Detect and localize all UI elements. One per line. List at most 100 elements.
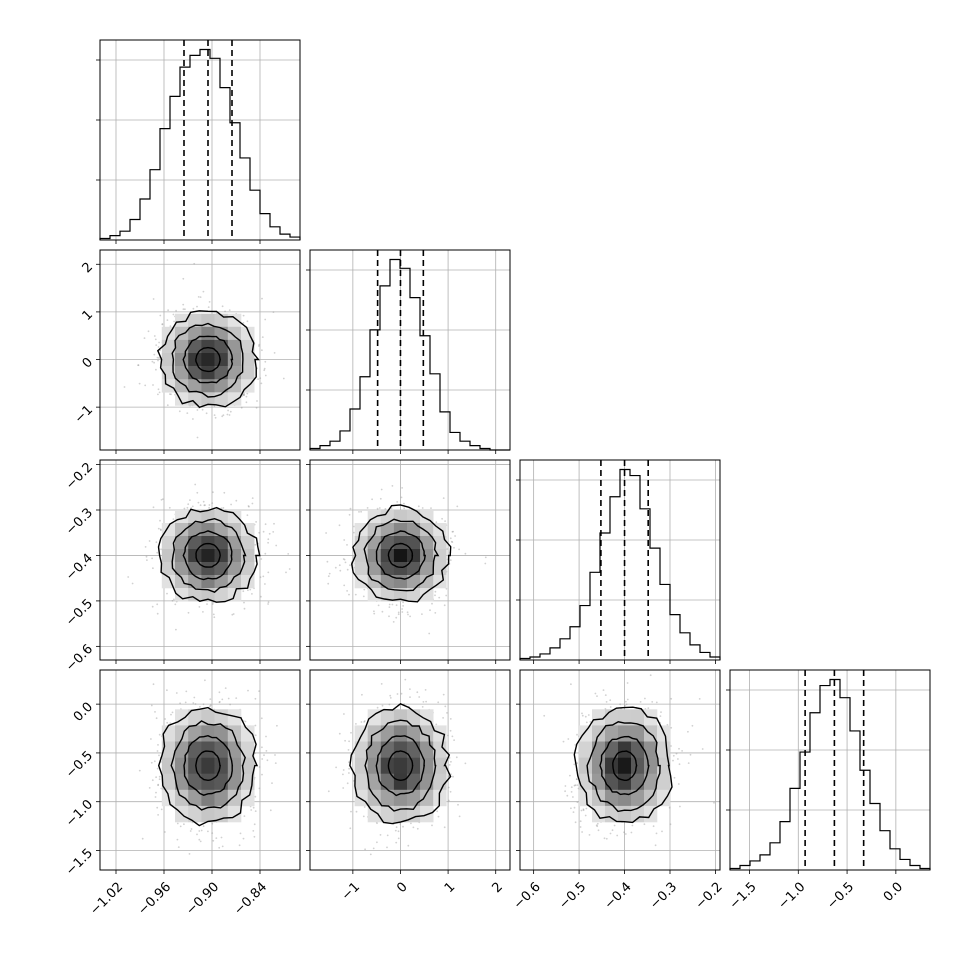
scatter-point — [438, 596, 441, 599]
scatter-point — [436, 810, 439, 813]
density-cell — [188, 575, 202, 589]
scatter-point — [152, 298, 155, 300]
scatter-point — [156, 612, 159, 615]
scatter-point — [221, 415, 224, 418]
pair-panel-2-0 — [96, 459, 301, 661]
density-cell — [201, 757, 215, 774]
scatter-point — [372, 847, 375, 850]
scatter-point — [185, 690, 188, 693]
scatter-point — [402, 825, 404, 828]
density-cell — [367, 549, 382, 563]
scatter-point — [227, 409, 230, 412]
density-cell — [393, 536, 408, 550]
scatter-point — [639, 701, 642, 703]
scatter-point — [196, 491, 199, 494]
scatter-point — [199, 840, 202, 843]
scatter-point — [235, 697, 238, 699]
scatter-point — [655, 701, 658, 704]
scatter-point — [400, 692, 403, 695]
scatter-point — [437, 815, 440, 818]
scatter-point — [175, 628, 177, 631]
scatter-point — [182, 303, 185, 306]
scatter-point — [229, 703, 232, 706]
scatter-point — [355, 810, 358, 813]
density-cell — [227, 562, 242, 576]
scatter-point — [222, 507, 225, 509]
scatter-point — [192, 702, 195, 704]
scatter-point — [327, 582, 330, 585]
scatter-point — [174, 603, 177, 606]
density-grid — [161, 510, 255, 602]
scatter-point — [450, 760, 452, 763]
density-cell — [227, 757, 242, 774]
density-cell — [214, 379, 229, 393]
scatter-point — [184, 308, 186, 311]
scatter-point — [388, 703, 391, 706]
scatter-point — [354, 593, 357, 596]
scatter-point — [267, 538, 270, 541]
scatter-point — [457, 803, 459, 806]
density-cell — [188, 313, 202, 328]
scatter-point — [444, 705, 447, 708]
scatter-point — [442, 693, 445, 696]
scatter-point — [175, 692, 178, 694]
density-cell — [175, 741, 189, 758]
scatter-point — [199, 504, 202, 507]
scatter-point — [247, 505, 250, 507]
scatter-point — [155, 717, 158, 720]
density-cell — [241, 523, 255, 537]
density-cell — [380, 757, 395, 774]
scatter-point — [360, 510, 362, 513]
scatter-point — [338, 732, 341, 735]
scatter-point — [349, 507, 352, 510]
scatter-point — [391, 485, 394, 487]
scatter-point — [434, 594, 436, 597]
scatter-point — [273, 352, 276, 354]
scatter-point — [202, 825, 205, 828]
scatter-point — [348, 513, 351, 516]
scatter-point — [362, 595, 365, 598]
scatter-point — [334, 566, 337, 569]
scatter-point — [346, 590, 348, 592]
scatter-point — [282, 377, 285, 380]
scatter-point — [260, 595, 262, 598]
scatter-point — [454, 535, 456, 537]
scatter-point — [232, 613, 235, 615]
scatter-point — [221, 698, 224, 701]
scatter-point — [429, 609, 431, 612]
scatter-point — [404, 678, 407, 681]
scatter-point — [449, 729, 452, 732]
density-cell — [188, 523, 202, 537]
scatter-point — [447, 734, 449, 737]
scatter-point — [447, 786, 450, 789]
scatter-point — [325, 532, 327, 534]
scatter-point — [194, 483, 197, 486]
scatter-point — [172, 518, 175, 520]
scatter-point — [137, 364, 140, 367]
scatter-point — [192, 307, 195, 310]
scatter-point — [224, 687, 227, 689]
scatter-point — [243, 607, 246, 610]
scatter-point — [155, 776, 158, 779]
scatter-point — [421, 706, 424, 708]
scatter-point — [151, 360, 154, 363]
scatter-point — [288, 568, 291, 570]
scatter-point — [421, 613, 423, 615]
histogram-0 — [99, 48, 301, 240]
scatter-point — [344, 561, 347, 564]
density-cell — [380, 549, 395, 563]
density-cell — [201, 575, 215, 589]
scatter-point — [221, 845, 224, 848]
scatter-point — [417, 505, 420, 508]
scatter-point — [243, 394, 246, 397]
scatter-point — [156, 603, 159, 606]
density-cell — [380, 725, 395, 742]
scatter-point — [197, 296, 200, 298]
density-cell — [201, 709, 215, 726]
scatter-point — [246, 392, 249, 395]
scatter-point — [152, 683, 155, 686]
scatter-point — [152, 567, 154, 570]
scatter-point — [338, 524, 341, 527]
scatter-point — [198, 838, 201, 841]
scatter-point — [159, 519, 161, 522]
